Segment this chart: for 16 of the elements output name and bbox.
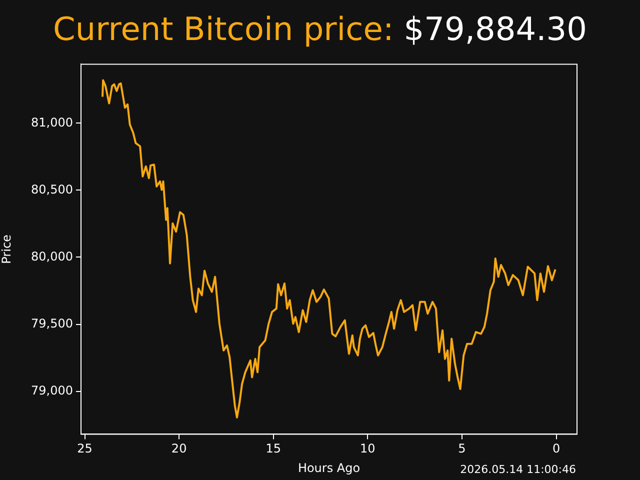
- y-tick-label: 80,500: [31, 182, 73, 196]
- x-tick-label: 5: [458, 442, 466, 456]
- chart-subtitle: $79,884.30: [404, 10, 587, 48]
- y-axis-title: Price: [0, 234, 14, 264]
- x-axis-title: Hours Ago: [298, 460, 360, 475]
- x-tick-label: 25: [77, 442, 92, 456]
- x-tick-label: 10: [360, 442, 376, 456]
- x-tick-label: 0: [552, 442, 560, 456]
- y-tick-label: 80,000: [31, 249, 73, 264]
- chart-title: Current Bitcoin price:: [53, 10, 394, 48]
- x-tick-label: 15: [266, 442, 282, 456]
- y-tick-label: 79,500: [31, 316, 73, 330]
- text: 2026.05.14 11:00:46: [460, 463, 576, 476]
- x-tick-label: 20: [171, 442, 187, 456]
- y-tick-label: 79,000: [31, 383, 73, 398]
- y-tick-label: 81,000: [31, 115, 73, 130]
